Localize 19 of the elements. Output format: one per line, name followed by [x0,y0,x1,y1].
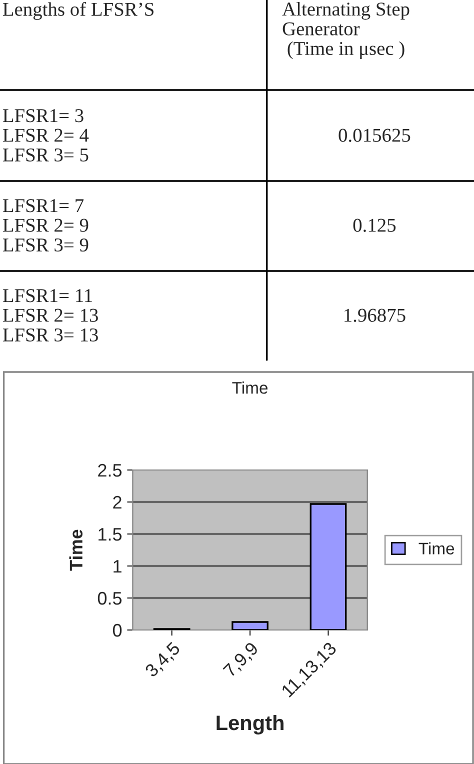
legend-label: Time [418,542,454,554]
y-tick-label: 2.5 [98,464,122,477]
x-axis-title: Length [216,714,284,734]
y-tick-label: 1.5 [98,528,122,541]
bar [232,621,268,630]
y-tick-label: 1 [114,560,122,573]
y-tick-label: 0.5 [98,592,122,605]
y-axis-title: Time [69,530,83,571]
text: Lengths of LFSR’S [2,2,154,20]
y-tick-label: 2 [113,496,122,509]
chart-title: Time [232,382,268,394]
text: Alternating Step Generator (Time in μsec ) [282,2,410,60]
text: 0.125 [353,218,396,232]
text: 1.96875 [344,308,406,322]
text: LFSR1= 11 LFSR 2= 13 LFSR 3= 13 [2,289,98,342]
y-tick-label: 0 [112,624,122,637]
text: LFSR1= 7 LFSR 2= 9 LFSR 3= 9 [2,199,88,252]
text: 0.015625 [338,128,410,142]
text: LFSR1= 3 LFSR 2= 4 LFSR 3= 5 [2,109,89,162]
